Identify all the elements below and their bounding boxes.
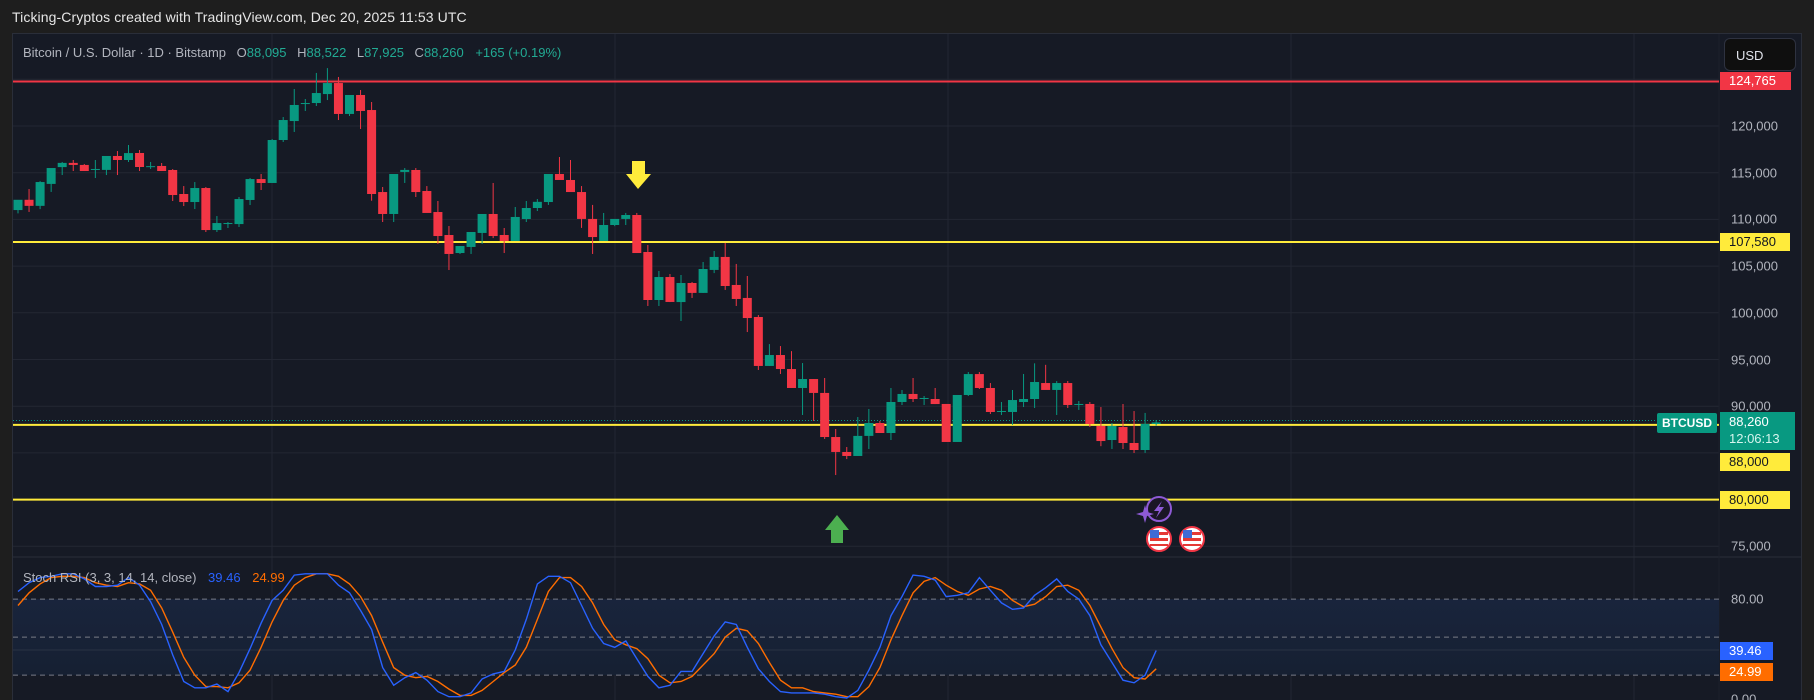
high-value: 88,522 (306, 45, 347, 60)
chart-attribution: Ticking-Cryptos created with TradingView… (12, 9, 467, 25)
stoch-rsi-axis-tick: 0.00 (1731, 691, 1757, 700)
arrow-down-icon (626, 161, 651, 189)
arrow-up-icon (825, 515, 849, 543)
close-value: 88,260 (423, 45, 464, 60)
price-axis-tick: 95,000 (1731, 352, 1771, 367)
price-change: +165 (+0.19%) (475, 45, 562, 60)
price-axis-tick: 90,000 (1731, 398, 1771, 414)
price-axis-tick: 110,000 (1731, 211, 1778, 227)
symbol-legend[interactable]: Bitcoin / U.S. Dollar · 1D · Bitstamp O8… (23, 45, 561, 60)
stoch-rsi-k-tag: 39.46 (1720, 642, 1773, 660)
price-axis-tick: 75,000 (1731, 538, 1771, 554)
symbol-description[interactable]: Bitcoin / U.S. Dollar · 1D · Bitstamp (23, 45, 226, 60)
stoch-rsi-pane (13, 573, 1719, 699)
annotations (626, 161, 1205, 552)
close-label: C (414, 45, 424, 60)
chart-panel[interactable] (12, 33, 1802, 700)
last-price-tag: 88,260 12:06:13 (1720, 412, 1795, 450)
low-label: L (356, 45, 365, 60)
price-axis-tick: 100,000 (1731, 305, 1778, 321)
us-flag-event-icon (1179, 526, 1205, 552)
stoch-rsi-axis-tick: 80.00 (1731, 591, 1764, 607)
last-price: 88,260 (1729, 414, 1769, 429)
price-line-tag[interactable]: 107,580 (1720, 233, 1790, 251)
open-label: O (236, 45, 247, 60)
stoch-rsi-title[interactable]: Stoch RSI (3, 3, 14, 14, close) (23, 570, 197, 585)
high-label: H (297, 45, 307, 60)
price-line-tag[interactable]: 80,000 (1720, 490, 1790, 509)
candlestick-series (13, 68, 1161, 476)
price-axis-tick: 115,000 (1731, 165, 1778, 181)
stoch-rsi-k-value: 39.46 (208, 570, 241, 585)
price-line-tag[interactable]: 124,765 (1720, 72, 1791, 91)
us-flag-event-icon (1146, 526, 1172, 552)
grid-lines (13, 34, 1801, 700)
lightning-event-icon (1136, 496, 1172, 523)
price-axis-tick: 105,000 (1731, 258, 1778, 274)
open-value: 88,095 (246, 45, 287, 60)
symbol-price-tag: BTCUSD (1657, 413, 1717, 433)
bar-countdown: 12:06:13 (1729, 431, 1780, 446)
stoch-rsi-d-tag: 24.99 (1720, 663, 1773, 681)
low-value: 87,925 (364, 45, 404, 60)
price-line-tag[interactable]: 88,000 (1720, 453, 1790, 471)
currency-button[interactable]: USD (1724, 38, 1796, 71)
price-axis-tick: 120,000 (1731, 118, 1778, 134)
stoch-rsi-d-value: 24.99 (252, 570, 285, 585)
stoch-rsi-legend[interactable]: Stoch RSI (3, 3, 14, 14, close) 39.46 24… (23, 570, 285, 585)
